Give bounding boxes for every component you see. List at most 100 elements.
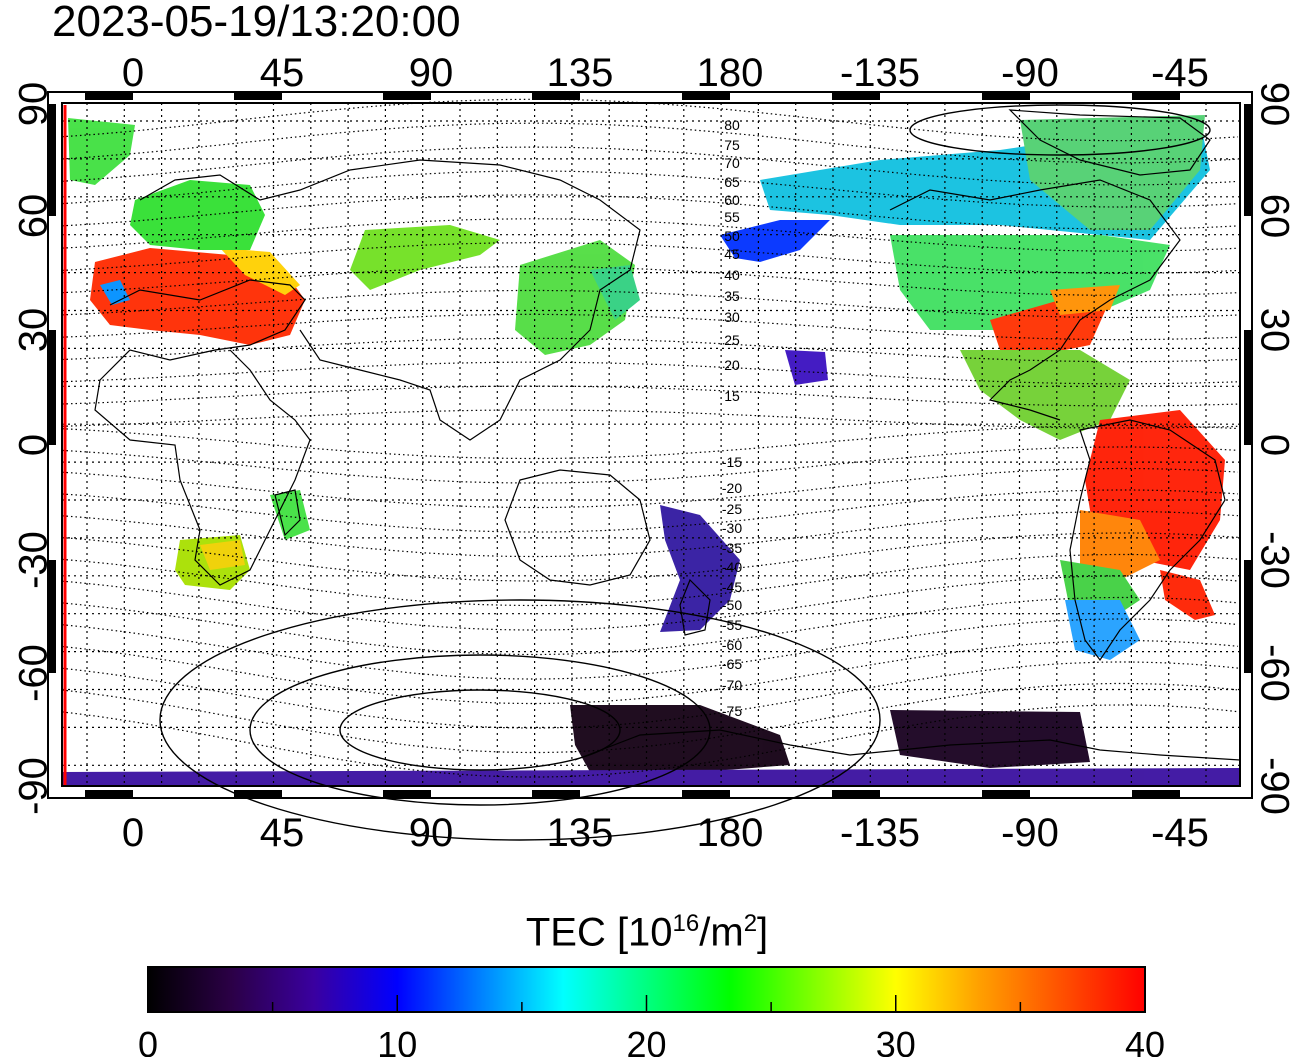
x-tick-label-top: -90	[1001, 51, 1059, 95]
magnetic-contour-line	[61, 424, 1239, 460]
contour-label: 40	[724, 267, 740, 283]
timestamp-title: 2023-05-19/13:20:00	[52, 0, 461, 46]
y-tick-label-right: 0	[1252, 434, 1294, 456]
tec-patch-usa-orange	[1050, 285, 1120, 315]
coastline	[1008, 109, 1211, 176]
x-tick-label-top: 135	[547, 51, 614, 95]
tec-data-layer	[62, 115, 1240, 786]
contour-label: 75	[724, 137, 740, 153]
x-tick-label-bottom: 45	[260, 811, 305, 855]
colorbar-title-end: ]	[757, 910, 769, 955]
contour-label: -45	[722, 579, 742, 595]
coastline	[139, 159, 641, 441]
y-axis-right-labels: 90 60 30 0 -30 -60 -90	[1252, 82, 1294, 815]
magnetic-contour-line	[61, 553, 1239, 607]
axis-tick-segment	[48, 560, 56, 673]
axis-tick-segment	[532, 790, 580, 798]
tec-patch-south-band	[62, 768, 1240, 786]
axis-tick-segment	[982, 790, 1030, 798]
tec-patch-central-america	[960, 350, 1130, 440]
axis-tick-segment	[383, 92, 431, 100]
colorbar-title: TEC [1016/m2]	[0, 900, 1294, 956]
axis-tick-segment	[832, 790, 880, 798]
axis-tick-segment	[234, 790, 282, 798]
axis-ticks	[48, 92, 1252, 798]
axis-tick-segment	[85, 92, 133, 100]
x-tick-label-bottom: -135	[840, 811, 920, 855]
axis-tick-segment	[1244, 560, 1252, 673]
y-tick-label-left: -60	[12, 644, 56, 702]
y-tick-label-right: 60	[1252, 194, 1294, 239]
y-tick-label-left: 0	[12, 434, 56, 456]
magnetic-contour-line	[61, 313, 1239, 341]
contour-label: -55	[722, 617, 742, 633]
x-tick-label-top: 180	[697, 51, 764, 95]
tec-patch-madagascar	[270, 490, 310, 540]
tec-patch-japan-green	[590, 265, 640, 320]
colorbar-title-mid: /m	[699, 910, 744, 955]
contour-label: -35	[722, 540, 742, 556]
magnetic-contour-line	[61, 532, 1239, 582]
colorbar-tick-label: 20	[626, 1024, 666, 1057]
magnetic-contour-line	[61, 575, 1239, 631]
colorbar-title-exp1: 16	[672, 910, 700, 937]
contour-label: 80	[724, 117, 740, 133]
axis-tick-segment	[48, 104, 56, 216]
magnetic-contour-ring	[909, 104, 1211, 156]
contour-label: -70	[722, 677, 742, 693]
x-axis-top-labels: 0 45 90 135 180 -135 -90 -45	[122, 51, 1209, 95]
contour-label: -65	[722, 656, 742, 672]
y-tick-label-right: 30	[1252, 308, 1294, 353]
contour-label: 15	[724, 388, 740, 404]
coastline	[504, 469, 651, 586]
axis-tick-segment	[832, 92, 880, 100]
x-tick-label-bottom: -45	[1151, 811, 1209, 855]
axis-tick-segment	[1244, 330, 1252, 445]
contour-label: 20	[724, 357, 740, 373]
y-tick-label-left: 90	[12, 82, 56, 127]
contour-label: -60	[722, 637, 742, 653]
coastlines	[94, 109, 1241, 761]
y-axis-left-labels: 90 60 30 0 -30 -60 -90	[12, 82, 56, 815]
axis-tick-segment	[1132, 790, 1180, 798]
contour-label: -40	[722, 559, 742, 575]
coastline	[94, 279, 311, 586]
magnetic-contour-ring	[249, 654, 711, 806]
axis-tick-segment	[1244, 104, 1252, 216]
tec-patch-antarctica-dark-2	[890, 710, 1090, 768]
tec-patch-brazil-red	[1160, 570, 1215, 620]
contour-label: -15	[722, 454, 742, 470]
tec-patch-south-africa-yellow	[200, 540, 245, 570]
grid-lines	[62, 103, 1240, 786]
contour-label: 55	[724, 209, 740, 225]
coastline	[574, 729, 1241, 761]
magnetic-contour-line	[61, 682, 1239, 754]
colorbar-ticks: 0 10 20 30 40	[138, 995, 1165, 1057]
colorbar-tick-label: 10	[377, 1024, 417, 1057]
magnetic-contour-line	[61, 596, 1239, 656]
magnetic-contour-line	[61, 122, 1239, 164]
tec-patch-nz-purple	[660, 505, 740, 632]
magnetic-contour-line	[61, 98, 1239, 142]
magnetic-contour-line	[61, 489, 1239, 533]
contour-label: 50	[724, 228, 740, 244]
x-tick-label-bottom: 135	[547, 811, 614, 855]
colorbar-tick-label: 40	[1125, 1024, 1165, 1057]
axis-tick-segment	[982, 92, 1030, 100]
magnetic-contour-line	[61, 661, 1239, 729]
x-tick-label-bottom: 90	[409, 811, 454, 855]
coastline	[274, 489, 301, 537]
axis-tick-segment	[682, 92, 730, 100]
tec-patch-central-asia	[350, 225, 500, 290]
contour-label: -75	[722, 703, 742, 719]
contour-label: -20	[722, 480, 742, 496]
magnetic-contour-line	[61, 337, 1239, 363]
y-tick-label-left: -90	[12, 757, 56, 815]
magnetic-contour-line	[61, 446, 1239, 484]
axis-tick-segment	[383, 790, 431, 798]
x-tick-label-bottom: -90	[1001, 811, 1059, 855]
magnetic-contour-line	[61, 467, 1239, 509]
x-tick-label-top: -45	[1151, 51, 1209, 95]
